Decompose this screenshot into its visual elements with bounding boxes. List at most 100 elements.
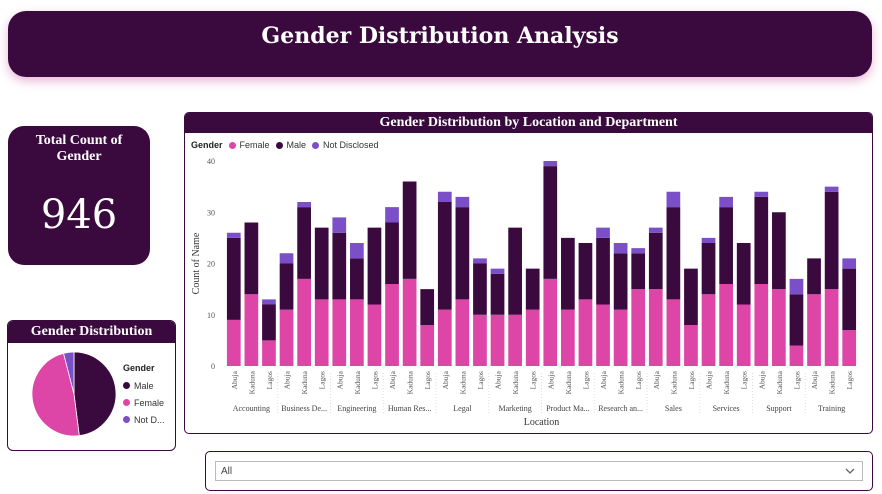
bar-segment-female[interactable] (789, 345, 804, 367)
bar-segment-male[interactable] (684, 268, 698, 326)
bar-segment-not-disclosed[interactable] (754, 191, 769, 197)
bar-segment-not-disclosed[interactable] (473, 258, 487, 264)
location-filter-dropdown[interactable]: All (215, 461, 863, 481)
gender-pie-card[interactable]: Gender Distribution Gender Male Female N… (7, 320, 176, 451)
bar-segment-not-disclosed[interactable] (455, 196, 470, 208)
bar-segment-not-disclosed[interactable] (543, 161, 558, 167)
bar-segment-male[interactable] (842, 268, 857, 331)
bar-segment-male[interactable] (262, 304, 276, 341)
bar-segment-male[interactable] (473, 263, 487, 315)
bar-segment-male[interactable] (666, 207, 681, 300)
bar-segment-not-disclosed[interactable] (262, 299, 276, 305)
bar-segment-male[interactable] (490, 273, 505, 315)
stacked-bar-chart[interactable]: 0 10 20 30 40 Count of Name Abuja Kaduna Lagos Ab… (185, 113, 873, 434)
bar-segment-female[interactable] (244, 294, 259, 366)
bar-segment-male[interactable] (772, 212, 786, 290)
pie-slice-not-disclosed[interactable] (63, 351, 75, 395)
bar-segment-male[interactable] (279, 263, 294, 310)
bar-segment-male[interactable] (437, 202, 452, 310)
bar-segment-female[interactable] (578, 299, 593, 367)
bar-segment-female[interactable] (385, 284, 399, 366)
bar-segment-not-disclosed[interactable] (297, 202, 311, 208)
pie-legend-not-disclosed[interactable]: Not D... (123, 411, 165, 428)
bar-segment-male[interactable] (578, 243, 593, 300)
bar-segment-female[interactable] (842, 330, 857, 367)
bar-segment-male[interactable] (226, 237, 241, 320)
bar-segment-female[interactable] (262, 340, 276, 367)
bar-segment-female[interactable] (226, 319, 241, 367)
bar-segment-male[interactable] (350, 258, 364, 300)
bar-segment-not-disclosed[interactable] (279, 253, 294, 264)
bar-segment-female[interactable] (543, 278, 558, 367)
bar-segment-male[interactable] (648, 232, 663, 290)
bar-segment-not-disclosed[interactable] (701, 237, 716, 244)
bar-segment-male[interactable] (543, 166, 558, 279)
bar-segment-not-disclosed[interactable] (631, 248, 646, 254)
bar-segment-male[interactable] (332, 232, 347, 300)
bar-segment-male[interactable] (789, 294, 804, 346)
total-count-card[interactable]: Total Count of Gender 946 (8, 126, 150, 265)
bar-segment-not-disclosed[interactable] (613, 243, 628, 254)
bar-segment-male[interactable] (701, 243, 716, 295)
pie-slice-female[interactable] (31, 352, 80, 437)
bar-segment-male[interactable] (508, 227, 522, 315)
bar-segment-not-disclosed[interactable] (719, 196, 733, 208)
bar-segment-female[interactable] (279, 309, 294, 367)
pie-legend-male[interactable]: Male (123, 377, 165, 394)
bar-segment-male[interactable] (719, 207, 733, 285)
bar-segment-female[interactable] (437, 309, 452, 367)
bar-segment-female[interactable] (807, 294, 821, 366)
bar-segment-not-disclosed[interactable] (332, 217, 347, 233)
bar-segment-male[interactable] (613, 253, 628, 310)
pie-legend-female[interactable]: Female (123, 394, 165, 411)
bar-segment-female[interactable] (754, 284, 769, 366)
bar-segment-male[interactable] (754, 196, 769, 285)
bar-segment-female[interactable] (613, 309, 628, 367)
bar-segment-female[interactable] (596, 304, 610, 367)
bar-segment-female[interactable] (508, 314, 522, 366)
bar-segment-not-disclosed[interactable] (789, 278, 804, 295)
bar-segment-male[interactable] (367, 227, 382, 305)
bar-segment-not-disclosed[interactable] (385, 207, 399, 223)
bar-segment-not-disclosed[interactable] (437, 191, 452, 202)
bar-segment-female[interactable] (666, 299, 681, 367)
bar-segment-male[interactable] (561, 237, 575, 310)
stacked-bar-card[interactable]: 0 10 20 30 40 Count of Name Abuja Kaduna Lagos Ab… (184, 112, 873, 434)
bar-segment-female[interactable] (684, 325, 698, 366)
bar-segment-female[interactable] (719, 284, 733, 366)
bar-segment-female[interactable] (297, 278, 311, 367)
bar-segment-not-disclosed[interactable] (350, 243, 364, 259)
bar-segment-male[interactable] (244, 222, 259, 295)
bar-segment-male[interactable] (314, 227, 329, 300)
bar-segment-male[interactable] (807, 258, 821, 295)
bar-segment-male[interactable] (525, 268, 540, 310)
bar-segment-female[interactable] (736, 304, 751, 367)
bar-segment-male[interactable] (385, 222, 399, 285)
bar-segment-not-disclosed[interactable] (596, 227, 610, 238)
bar-segment-male[interactable] (824, 191, 839, 290)
bar-segment-not-disclosed[interactable] (648, 227, 663, 233)
bar-segment-female[interactable] (367, 304, 382, 367)
bar-segment-female[interactable] (701, 294, 716, 366)
bar-segment-female[interactable] (490, 314, 505, 366)
bar-segment-female[interactable] (420, 325, 435, 366)
bar-segment-male[interactable] (455, 207, 470, 300)
bar-segment-female[interactable] (455, 299, 470, 367)
bar-segment-female[interactable] (824, 289, 839, 367)
bar-segment-female[interactable] (631, 289, 646, 367)
bar-segment-male[interactable] (420, 289, 435, 326)
bar-segment-female[interactable] (772, 289, 786, 367)
legend-not-disclosed[interactable]: Not Disclosed (312, 140, 379, 150)
legend-female[interactable]: Female (228, 140, 270, 150)
chevron-down-icon[interactable] (844, 465, 856, 477)
bar-segment-male[interactable] (631, 253, 646, 290)
bar-segment-not-disclosed[interactable] (490, 268, 505, 274)
bar-segment-female[interactable] (314, 299, 329, 367)
bar-segment-female[interactable] (402, 278, 417, 367)
bar-segment-female[interactable] (473, 314, 487, 366)
gender-pie-chart[interactable] (8, 343, 118, 451)
bar-segment-not-disclosed[interactable] (226, 232, 241, 238)
bar-segment-female[interactable] (648, 289, 663, 367)
bar-segment-female[interactable] (332, 299, 347, 367)
bar-segment-male[interactable] (736, 243, 751, 305)
